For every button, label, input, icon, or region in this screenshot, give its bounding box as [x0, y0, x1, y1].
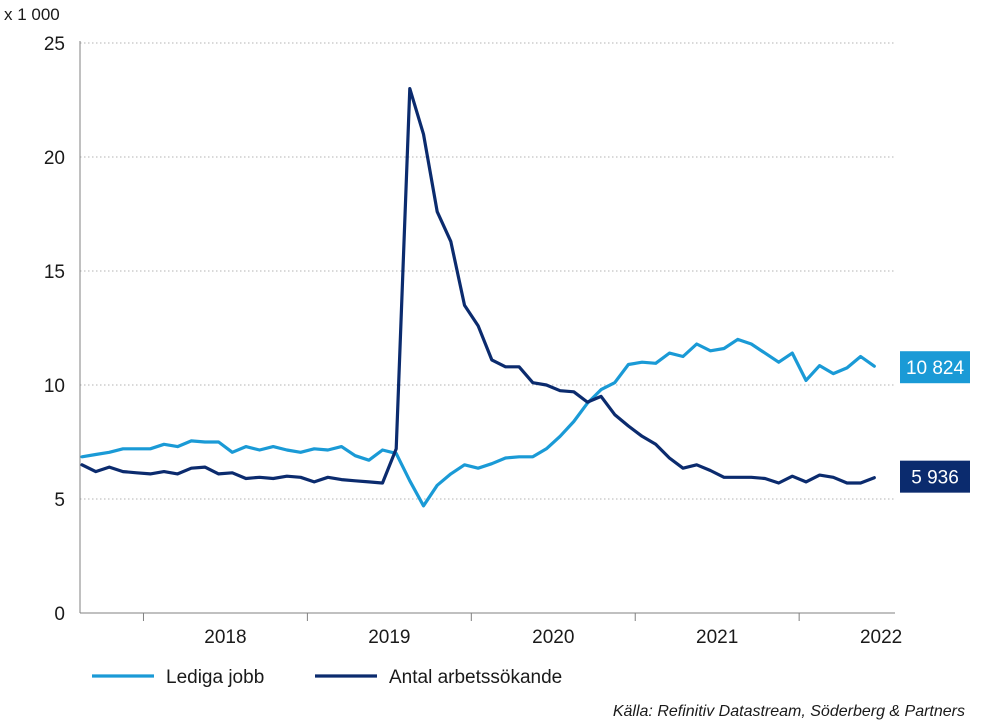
series-line-2: [80, 86, 876, 485]
end-labels: 10 824 5 936: [900, 351, 970, 493]
y-tick-label: 15: [44, 262, 65, 283]
gridlines: [80, 42, 895, 500]
x-tick-label: 2019: [368, 627, 410, 648]
x-axis: 2018 2019 2020 2021 2022: [79, 41, 902, 648]
y-axis-ticks: 0 5 10 15 20 25: [44, 34, 65, 625]
y-tick-label: 10: [44, 376, 65, 397]
legend-label-1: Lediga jobb: [166, 667, 264, 688]
y-tick-label: 5: [54, 490, 65, 511]
legend: Lediga jobb Antal arbetssökande: [92, 667, 562, 688]
x-tick-label: 2018: [204, 627, 246, 648]
y-tick-label: 20: [44, 148, 65, 169]
y-tick-label: 25: [44, 34, 65, 55]
series-line-1: [80, 337, 876, 508]
end-label-box-1: [900, 351, 970, 384]
y-unit-label: x 1 000: [4, 5, 60, 24]
end-label-1: 10 824: [906, 358, 965, 379]
series-lines: [80, 86, 876, 508]
legend-label-2: Antal arbetssökande: [389, 667, 562, 688]
end-label-2: 5 936: [911, 468, 959, 489]
end-label-box-2: [900, 460, 970, 493]
x-tick-label: 2020: [532, 627, 574, 648]
x-tick-label: 2022: [860, 627, 902, 648]
x-tick-label: 2021: [696, 627, 738, 648]
source-note: Källa: Refinitiv Datastream, Söderberg &…: [613, 703, 965, 720]
y-tick-label: 0: [54, 604, 65, 625]
